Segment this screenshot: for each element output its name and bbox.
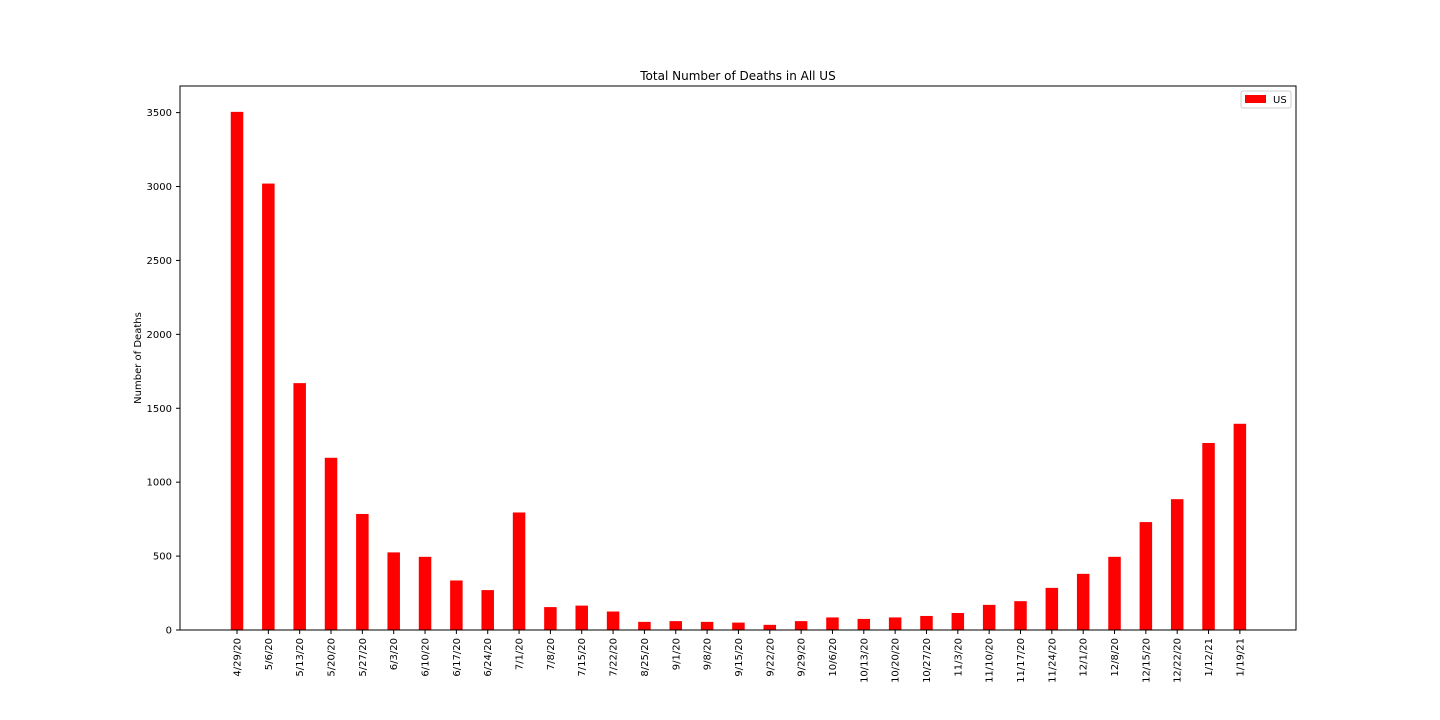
bar <box>606 611 620 630</box>
bar <box>1076 573 1090 630</box>
x-tick-label: 10/6/20 <box>828 638 839 677</box>
y-tick-label: 2000 <box>147 330 172 341</box>
bar <box>763 624 777 630</box>
bar <box>544 607 557 630</box>
x-tick-label: 4/29/20 <box>233 638 244 677</box>
y-tick-label: 1000 <box>147 478 172 489</box>
x-tick-label: 6/3/20 <box>389 638 400 670</box>
y-tick-label: 1500 <box>147 404 172 415</box>
bar <box>700 621 714 630</box>
bar-series <box>230 111 1247 631</box>
x-tick-label: 5/6/20 <box>264 638 275 670</box>
bar <box>888 617 902 630</box>
x-tick-label: 12/1/20 <box>1079 638 1090 677</box>
bar <box>512 512 526 630</box>
bar <box>230 111 244 631</box>
x-tick-label: 7/1/20 <box>515 638 526 670</box>
bar <box>638 621 651 630</box>
x-tick-label: 12/15/20 <box>1141 638 1152 683</box>
x-tick-label: 9/1/20 <box>671 638 682 670</box>
x-tick-label: 12/8/20 <box>1110 638 1121 677</box>
bar <box>982 604 996 630</box>
x-tick-label: 5/20/20 <box>327 638 338 677</box>
y-tick-label: 3000 <box>147 182 172 193</box>
x-tick-label: 11/17/20 <box>1016 638 1027 683</box>
x-tick-label: 6/10/20 <box>421 638 432 677</box>
x-tick-label: 7/15/20 <box>577 638 588 677</box>
bar <box>1045 587 1059 630</box>
bar <box>293 383 306 630</box>
x-tick-label: 11/10/20 <box>985 638 996 683</box>
x-tick-label: 5/27/20 <box>358 638 369 677</box>
bar <box>1170 499 1184 630</box>
bar <box>450 580 463 630</box>
x-tick-label: 1/12/21 <box>1204 638 1215 677</box>
y-axis: 0 500 1000 1500 2000 2500 3000 3500 <box>147 108 180 637</box>
bar <box>669 621 683 630</box>
bar <box>826 617 839 630</box>
x-axis: 4/29/20 5/6/20 5/13/20 5/20/20 5/27/20 6/3/20… <box>233 630 1246 683</box>
y-tick-label: 0 <box>166 626 172 637</box>
x-tick-label: 6/24/20 <box>483 638 494 677</box>
x-tick-label: 9/29/20 <box>797 638 808 677</box>
y-axis-label: Number of Deaths <box>133 312 144 404</box>
bar <box>1202 443 1215 630</box>
legend-swatch <box>1245 95 1266 103</box>
legend: US <box>1240 90 1292 109</box>
x-tick-label: 12/22/20 <box>1173 638 1184 683</box>
bar <box>575 605 588 630</box>
y-tick-label: 500 <box>153 552 172 563</box>
bar <box>324 457 338 630</box>
bar <box>1233 423 1247 630</box>
x-tick-label: 8/25/20 <box>640 638 651 677</box>
x-tick-label: 9/8/20 <box>703 638 714 670</box>
y-tick-label: 2500 <box>147 256 172 267</box>
y-tick-label: 3500 <box>147 108 172 119</box>
x-tick-label: 1/19/21 <box>1235 638 1246 677</box>
x-tick-label: 11/24/20 <box>1047 638 1058 683</box>
bar <box>732 622 745 630</box>
bar <box>1108 556 1121 630</box>
chart-title: Total Number of Deaths in All US <box>639 69 835 83</box>
x-tick-label: 7/8/20 <box>546 638 557 670</box>
x-tick-label: 6/17/20 <box>452 638 463 677</box>
x-tick-label: 9/22/20 <box>765 638 776 677</box>
x-tick-label: 7/22/20 <box>609 638 620 677</box>
bar <box>481 590 494 630</box>
bar <box>951 613 965 630</box>
legend-label: US <box>1273 95 1287 106</box>
bar <box>387 552 400 630</box>
bar <box>356 513 369 630</box>
bar <box>1139 522 1153 630</box>
plot-frame <box>179 85 1297 631</box>
bar <box>1014 601 1027 630</box>
x-tick-label: 10/20/20 <box>891 638 902 683</box>
bar <box>418 556 432 630</box>
x-tick-label: 9/15/20 <box>734 638 745 677</box>
bar <box>920 615 933 630</box>
x-tick-label: 5/13/20 <box>295 638 306 677</box>
bar <box>262 183 275 630</box>
x-tick-label: 10/13/20 <box>859 638 870 683</box>
bar <box>857 618 871 630</box>
x-tick-label: 10/27/20 <box>922 638 933 683</box>
x-tick-label: 11/3/20 <box>953 638 964 677</box>
bar <box>794 621 808 630</box>
